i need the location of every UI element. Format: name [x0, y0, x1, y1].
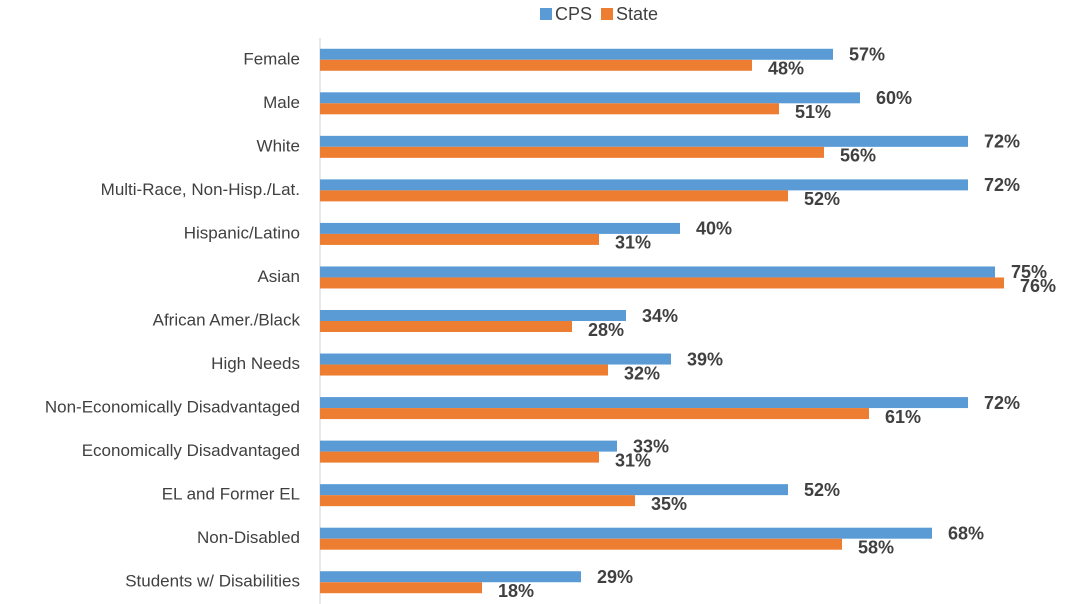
- value-label: 58%: [858, 537, 894, 557]
- value-label: 60%: [876, 88, 912, 108]
- bar: [320, 527, 932, 539]
- value-label: 61%: [885, 407, 921, 427]
- value-label: 31%: [615, 450, 651, 470]
- value-label: 72%: [984, 132, 1020, 152]
- category-label: Economically Disadvantaged: [82, 441, 300, 460]
- value-label: 48%: [768, 59, 804, 79]
- value-label: 57%: [849, 45, 885, 65]
- category-label: High Needs: [211, 354, 300, 373]
- bar: [320, 222, 680, 234]
- bar: [320, 484, 788, 496]
- bar: [320, 397, 968, 409]
- bar: [320, 103, 779, 115]
- bar: [320, 92, 860, 104]
- value-label: 18%: [498, 581, 534, 601]
- value-label: 72%: [984, 393, 1020, 413]
- category-label: Students w/ Disabilities: [125, 572, 300, 591]
- bar: [320, 277, 1004, 289]
- value-label: 35%: [651, 494, 687, 514]
- legend-label: CPS: [555, 4, 592, 24]
- value-label: 75%: [1011, 262, 1047, 282]
- category-label: African Amer./Black: [153, 310, 301, 329]
- category-label: Male: [263, 93, 300, 112]
- bar: [320, 59, 752, 71]
- category-label: Hispanic/Latino: [184, 223, 300, 242]
- category-label: Multi-Race, Non-Hisp./Lat.: [101, 180, 300, 199]
- bar: [320, 135, 968, 147]
- legend-swatch: [601, 8, 613, 20]
- category-label: Female: [243, 49, 300, 68]
- value-label: 40%: [696, 219, 732, 239]
- value-label: 68%: [948, 523, 984, 543]
- bar: [320, 571, 581, 583]
- value-label: 34%: [642, 306, 678, 326]
- value-label: 52%: [804, 189, 840, 209]
- value-label: 72%: [984, 175, 1020, 195]
- value-label: 31%: [615, 233, 651, 253]
- value-label: 76%: [1020, 276, 1056, 296]
- value-label: 33%: [633, 436, 669, 456]
- category-label: Non-Economically Disadvantaged: [45, 398, 300, 417]
- bar: [320, 310, 626, 321]
- value-label: 39%: [687, 349, 723, 369]
- bar: [320, 233, 599, 245]
- bar: [320, 48, 833, 60]
- bar: [320, 451, 599, 463]
- bar: [320, 266, 995, 278]
- bar: [320, 321, 572, 332]
- value-label: 51%: [795, 102, 831, 122]
- value-label: 29%: [597, 567, 633, 587]
- legend-label: State: [616, 4, 658, 24]
- bar: [320, 190, 788, 202]
- value-label: 56%: [840, 146, 876, 166]
- value-label: 32%: [624, 363, 660, 383]
- bar: [320, 440, 617, 452]
- bar: [320, 146, 824, 158]
- bar: [320, 179, 968, 191]
- category-label: Non-Disabled: [197, 528, 300, 547]
- bar: [320, 538, 842, 550]
- value-label: 52%: [804, 480, 840, 500]
- category-label: Asian: [257, 267, 300, 286]
- bar: [320, 495, 635, 507]
- bar: [320, 364, 608, 376]
- bar: [320, 353, 671, 365]
- bar: [320, 582, 482, 594]
- category-label: EL and Former EL: [162, 485, 300, 504]
- category-label: White: [257, 136, 300, 155]
- value-label: 28%: [588, 320, 624, 340]
- bar: [320, 408, 869, 420]
- legend-swatch: [540, 8, 552, 20]
